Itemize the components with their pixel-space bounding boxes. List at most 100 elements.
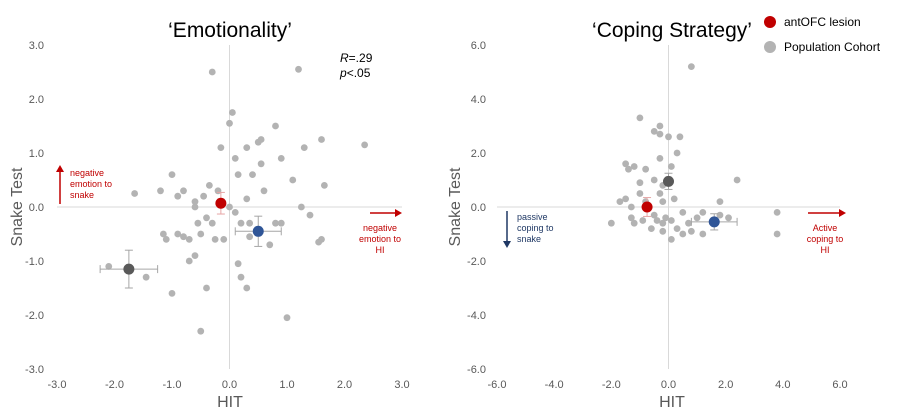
population-data-point bbox=[185, 236, 193, 243]
population-data-point bbox=[306, 211, 314, 219]
group-mean-point bbox=[123, 263, 135, 275]
x-axis-label-emotionality: HIT bbox=[217, 394, 243, 411]
population-data-point bbox=[673, 225, 681, 233]
population-data-point bbox=[656, 190, 664, 197]
legend-population-label: Population Cohort bbox=[784, 40, 881, 54]
legend-lesion-label: antOFC lesion bbox=[784, 15, 861, 29]
x-tick-label: 6.0 bbox=[832, 379, 847, 391]
population-data-point bbox=[197, 230, 205, 238]
population-data-point bbox=[300, 144, 308, 152]
y-tick-label: -2.0 bbox=[25, 310, 44, 322]
population-data-point bbox=[679, 230, 687, 238]
population-data-point bbox=[687, 63, 695, 70]
population-data-point bbox=[246, 233, 254, 241]
population-data-point bbox=[168, 290, 176, 297]
population-data-point bbox=[211, 236, 219, 243]
population-data-point bbox=[673, 149, 681, 157]
chart-coping-strategy: ‘Coping Strategy’ -6.0 -4.0 -2.0 0.0 2.0 4.0 6… bbox=[447, 19, 848, 411]
population-data-point bbox=[243, 284, 251, 292]
x-tick-label: -2.0 bbox=[602, 379, 621, 391]
population-data-point bbox=[131, 190, 139, 197]
population-data-point bbox=[257, 160, 265, 168]
p-value: p<.05 bbox=[339, 66, 371, 80]
population-data-point bbox=[636, 179, 644, 187]
population-data-point bbox=[295, 65, 302, 73]
population-data-point bbox=[622, 160, 630, 168]
y-annotation-text: emotion to bbox=[70, 179, 112, 189]
axes-coping bbox=[497, 45, 840, 369]
x-annotation-arrow-head bbox=[839, 209, 846, 217]
population-data-point bbox=[625, 165, 632, 173]
population-data-point bbox=[228, 109, 236, 116]
x-annotation-text: negative bbox=[363, 223, 397, 233]
population-data-point bbox=[159, 230, 167, 238]
correlation-r: R=.29 bbox=[340, 51, 373, 65]
y-tick-label: 6.0 bbox=[471, 40, 486, 52]
y-annotation-arrow-head bbox=[503, 241, 511, 248]
lesion-data-point bbox=[641, 201, 653, 213]
population-data-point bbox=[266, 241, 274, 249]
population-data-point bbox=[647, 225, 655, 233]
population-data-point bbox=[773, 209, 781, 216]
population-data-point bbox=[208, 68, 216, 76]
population-data-point bbox=[642, 165, 650, 173]
y-annotation-text: snake bbox=[70, 190, 94, 200]
ticks-emotionality: -3.0 -2.0 -1.0 0.0 1.0 2.0 3.0 3.0 2.0 1.0 0.0 -1.0… bbox=[25, 40, 410, 391]
population-data-point bbox=[180, 187, 187, 195]
y-tick-label: 0.0 bbox=[29, 202, 44, 214]
y-tick-label: 2.0 bbox=[29, 94, 44, 106]
population-data-point bbox=[226, 203, 233, 211]
y-axis-label-coping: Snake Test bbox=[447, 167, 464, 246]
population-data-point bbox=[627, 214, 635, 222]
population-data-point bbox=[283, 314, 291, 322]
population-data-point bbox=[231, 155, 239, 162]
population-data-point bbox=[656, 155, 664, 162]
chart-title-emotionality: ‘Emotionality’ bbox=[168, 19, 292, 42]
population-data-point bbox=[197, 327, 205, 335]
population-data-point bbox=[191, 203, 199, 211]
data-points-emotionality bbox=[99, 65, 369, 335]
population-data-point bbox=[699, 209, 707, 216]
x-tick-label: -2.0 bbox=[105, 379, 124, 391]
population-data-point bbox=[318, 236, 325, 243]
population-data-point bbox=[667, 236, 675, 243]
chart-title-coping: ‘Coping Strategy’ bbox=[592, 19, 752, 42]
population-data-point bbox=[185, 257, 193, 265]
population-data-point bbox=[622, 195, 630, 203]
population-data-point bbox=[260, 187, 268, 195]
population-data-point bbox=[656, 122, 664, 130]
y-tick-label: -2.0 bbox=[467, 256, 486, 268]
group-mean-point bbox=[663, 175, 674, 187]
population-data-point bbox=[320, 182, 328, 189]
population-data-point bbox=[231, 209, 239, 216]
y-annotation-text: negative bbox=[70, 168, 104, 178]
population-data-point bbox=[142, 273, 150, 281]
population-data-point bbox=[191, 198, 199, 206]
y-tick-label: 4.0 bbox=[471, 94, 486, 106]
x-tick-label: 3.0 bbox=[394, 379, 409, 391]
population-data-point bbox=[277, 219, 285, 227]
population-data-point bbox=[636, 114, 644, 122]
population-data-point bbox=[687, 227, 695, 235]
population-data-point bbox=[246, 219, 254, 227]
population-data-point bbox=[653, 217, 661, 224]
x-annotation-text: emotion to bbox=[359, 234, 401, 244]
ticks-coping: -6.0 -4.0 -2.0 0.0 2.0 4.0 6.0 6.0 4.0 2.0 0.0 -2.0… bbox=[467, 40, 848, 391]
x-tick-label: -3.0 bbox=[48, 379, 67, 391]
population-data-point bbox=[679, 209, 687, 216]
population-data-point bbox=[203, 214, 210, 222]
population-data-point bbox=[237, 273, 245, 281]
population-data-point bbox=[168, 171, 176, 179]
x-tick-label: -4.0 bbox=[545, 379, 564, 391]
population-data-point bbox=[217, 144, 225, 152]
y-tick-label: -1.0 bbox=[25, 256, 44, 268]
population-data-point bbox=[194, 219, 202, 227]
y-tick-label: -3.0 bbox=[25, 364, 44, 376]
population-data-point bbox=[220, 236, 228, 243]
population-data-point bbox=[277, 155, 285, 162]
x-annotation-text: coping to bbox=[807, 234, 844, 244]
x-tick-label: -1.0 bbox=[163, 379, 182, 391]
population-data-point bbox=[361, 141, 369, 149]
x-annotation-text: Active bbox=[813, 223, 838, 233]
